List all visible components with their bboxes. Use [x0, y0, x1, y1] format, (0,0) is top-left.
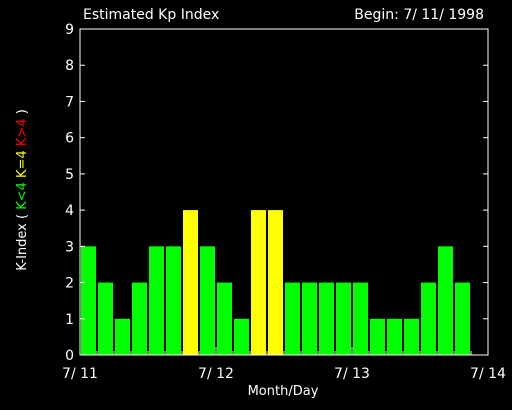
y-tick-label: 4	[65, 203, 74, 219]
x-tick-label: 7/ 11	[62, 366, 98, 382]
kp-bar	[268, 210, 283, 355]
y-label-part: K-Index	[15, 223, 30, 271]
y-tick-label: 8	[65, 58, 74, 74]
y-axis-label: K-Index ( K<4 K=4 K>4 )	[15, 109, 30, 271]
x-axis-label: Month/Day	[248, 384, 319, 399]
kp-bar	[81, 246, 96, 355]
kp-bar	[455, 282, 470, 355]
y-tick-label: 3	[65, 239, 74, 255]
y-tick-label: 2	[65, 276, 74, 292]
kp-bar	[387, 318, 402, 355]
kp-bar	[98, 282, 113, 355]
chart-subtitle: Begin: 7/ 11/ 1998	[354, 7, 484, 23]
kp-bar	[336, 282, 351, 355]
y-label-part: K>4	[15, 118, 30, 150]
y-label-part: K<4	[15, 182, 30, 214]
kp-bar	[319, 282, 334, 355]
kp-bar	[183, 210, 198, 355]
kp-bar	[421, 282, 436, 355]
kp-bar	[438, 246, 453, 355]
x-tick-label: 7/ 13	[334, 366, 370, 382]
kp-bar	[132, 282, 147, 355]
y-tick-label: 5	[65, 167, 74, 183]
x-tick-label: 7/ 12	[198, 366, 234, 382]
kp-bar	[285, 282, 300, 355]
kp-bar	[166, 246, 181, 355]
kp-bar	[217, 282, 232, 355]
kp-bar	[251, 210, 266, 355]
kp-bar	[370, 318, 385, 355]
y-label-part: )	[15, 109, 30, 118]
kp-bar	[234, 318, 249, 355]
kp-bar	[200, 246, 215, 355]
y-label-part: (	[15, 214, 30, 223]
x-tick-label: 7/ 14	[470, 366, 506, 382]
y-tick-label: 6	[65, 131, 74, 147]
bars-group	[81, 210, 470, 355]
y-tick-label: 0	[65, 348, 74, 364]
kp-bar	[149, 246, 164, 355]
kp-bar	[404, 318, 419, 355]
x-axis-ticks: 7/ 11 7/ 12 7/ 13 7/ 14	[62, 347, 506, 382]
y-label-part: K=4	[15, 150, 30, 182]
y-tick-label: 7	[65, 94, 74, 110]
y-tick-label: 1	[65, 312, 74, 328]
y-tick-label: 9	[65, 22, 74, 38]
kp-bar	[302, 282, 317, 355]
kp-bar	[353, 282, 368, 355]
kp-bar	[115, 318, 130, 355]
y-axis-ticks: 0 1 2 3 4 5 6 7 8 9	[65, 22, 488, 364]
chart-title: Estimated Kp Index	[83, 7, 219, 23]
